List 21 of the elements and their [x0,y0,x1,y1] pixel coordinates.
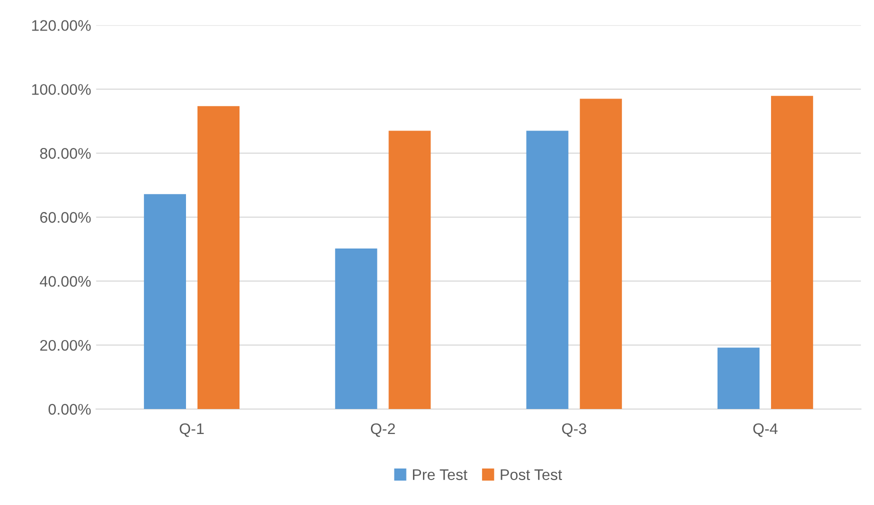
bar [526,130,568,410]
y-tick-label: 120.00% [32,20,91,31]
y-tick-label: 0.00% [48,404,91,415]
bar [580,98,622,410]
x-tick-label: Q-3 [562,423,586,437]
x-tick-label: Q-2 [370,423,395,437]
bar [197,106,240,410]
bar [771,96,814,410]
y-tick-label: 80.00% [40,148,91,159]
legend-label: Post Test [500,469,562,480]
bar [388,130,431,410]
bar [718,348,760,410]
bar [335,248,378,410]
bar [144,194,186,410]
legend-label: Pre Test [412,469,468,480]
x-tick-label: Q-1 [180,423,204,437]
x-tick-label: Q-4 [753,423,778,437]
y-tick-label: 40.00% [40,276,91,287]
y-tick-label: 60.00% [40,212,91,223]
y-tick-label: 20.00% [40,340,91,351]
y-tick-label: 100.00% [32,84,91,95]
